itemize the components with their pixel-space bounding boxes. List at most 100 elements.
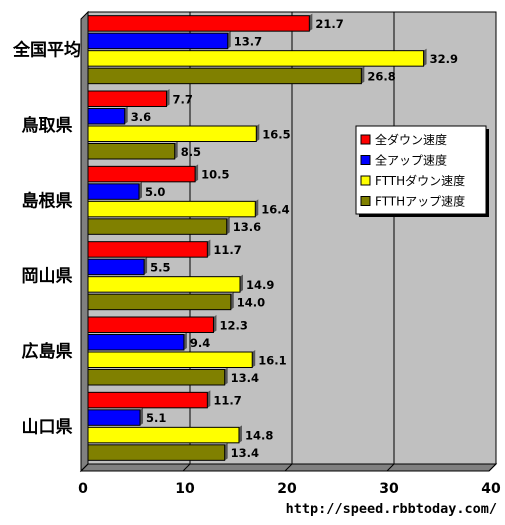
bar-value-label: 13.7 xyxy=(234,34,262,48)
bar-value-label: 3.6 xyxy=(131,110,151,124)
bar xyxy=(87,32,229,50)
bar-side xyxy=(361,66,365,84)
legend-swatch xyxy=(360,175,371,186)
x-tick-label: 30 xyxy=(379,481,399,497)
bar-side xyxy=(207,239,211,258)
data-labels: 21.7 13.7 32.9 26.8 7.7 3.6 16.5 8.510.5 5.0 16.4… xyxy=(131,17,458,460)
x-tick-label: 10 xyxy=(175,481,195,497)
bar xyxy=(87,409,141,426)
bar-side xyxy=(239,274,243,293)
bar-value-label: 13.4 xyxy=(231,446,259,460)
bar xyxy=(87,293,232,311)
bar xyxy=(87,276,241,293)
category-label: 広島県 xyxy=(22,341,73,362)
bar xyxy=(87,241,208,258)
bar-value-label: 16.1 xyxy=(258,353,286,367)
gridlines xyxy=(80,12,497,472)
bar-side xyxy=(174,141,178,159)
legend-entry: 全アップ速度 xyxy=(375,153,447,168)
bar xyxy=(87,165,196,183)
bar-value-label: 32.9 xyxy=(430,52,458,66)
bar-value-label: 7.7 xyxy=(173,92,193,106)
bar-value-label: 5.1 xyxy=(146,411,166,425)
bar-side xyxy=(238,425,242,443)
bar xyxy=(87,67,362,85)
bar-value-label: 21.7 xyxy=(315,17,343,31)
bar xyxy=(87,15,310,32)
bar-value-label: 16.4 xyxy=(261,203,289,217)
bar-value-label: 11.7 xyxy=(213,243,241,257)
plot-left-wall xyxy=(80,10,89,473)
bar xyxy=(87,183,140,200)
bar xyxy=(87,143,176,160)
bar-side xyxy=(139,181,142,200)
bar-side xyxy=(309,13,313,32)
bar-side xyxy=(252,350,256,368)
bar xyxy=(87,258,145,276)
bar-side xyxy=(230,292,234,310)
bar-side xyxy=(226,216,230,235)
bar xyxy=(87,334,185,351)
bar-side xyxy=(140,407,144,426)
bar-side xyxy=(227,31,231,49)
legend-swatch xyxy=(360,155,371,165)
category-label: 全国平均 xyxy=(12,40,81,61)
bar-value-label: 11.7 xyxy=(213,394,241,408)
category-label: 岡山県 xyxy=(22,267,73,287)
bar-value-label: 14.0 xyxy=(237,295,265,309)
bar xyxy=(87,444,226,461)
bar-side xyxy=(213,315,217,333)
bar-value-label: 14.8 xyxy=(245,429,273,443)
legend-entry: FTTHアップ速度 xyxy=(375,194,465,209)
bar-side xyxy=(224,442,228,461)
bar-value-label: 8.5 xyxy=(181,145,201,159)
bar-value-label: 5.5 xyxy=(150,260,170,274)
bar-side xyxy=(183,332,187,350)
bar xyxy=(87,351,253,368)
bar xyxy=(87,125,257,142)
legend-swatch xyxy=(360,134,371,145)
bar-side xyxy=(256,124,260,142)
bar xyxy=(87,50,425,67)
bar xyxy=(87,391,208,409)
category-label: 鳥取県 xyxy=(22,115,73,136)
bar xyxy=(87,369,226,386)
gridline-floor xyxy=(488,463,497,472)
bar xyxy=(87,426,240,444)
gridline-floor xyxy=(80,463,89,472)
bar-side xyxy=(207,390,211,408)
bar xyxy=(87,218,228,235)
bar-side xyxy=(144,257,148,275)
legend-swatch xyxy=(360,196,371,206)
bar-value-label: 10.5 xyxy=(201,168,229,182)
bar-value-label: 26.8 xyxy=(367,69,395,83)
bar xyxy=(87,90,168,107)
bar-side xyxy=(255,199,259,217)
bar xyxy=(87,200,256,218)
x-tick-label: 20 xyxy=(277,481,297,497)
bar xyxy=(87,316,214,333)
x-tick-label: 0 xyxy=(78,481,88,497)
bar-value-label: 13.6 xyxy=(233,220,261,234)
bar-value-label: 5.0 xyxy=(145,185,165,199)
category-label: 島根県 xyxy=(22,190,73,211)
bar-side xyxy=(423,48,427,67)
legend-entry: 全ダウン速度 xyxy=(375,132,447,147)
gridline-floor xyxy=(284,463,293,472)
bar-side xyxy=(124,106,128,124)
legend-box xyxy=(355,125,487,215)
bar-value-label: 16.5 xyxy=(262,127,290,141)
x-axis-tick-labels: 0 10 20 30 40 xyxy=(78,481,501,497)
source-url: http://speed.rbbtoday.com/ xyxy=(286,501,497,517)
gridline-floor xyxy=(386,463,395,472)
bar-side xyxy=(224,367,228,385)
legend-entry: FTTHダウン速度 xyxy=(375,173,465,188)
bar-side xyxy=(166,89,170,107)
bar xyxy=(87,108,126,125)
category-label: 山口県 xyxy=(22,417,73,437)
bar-value-label: 13.4 xyxy=(231,371,259,385)
bar-side xyxy=(195,164,199,182)
